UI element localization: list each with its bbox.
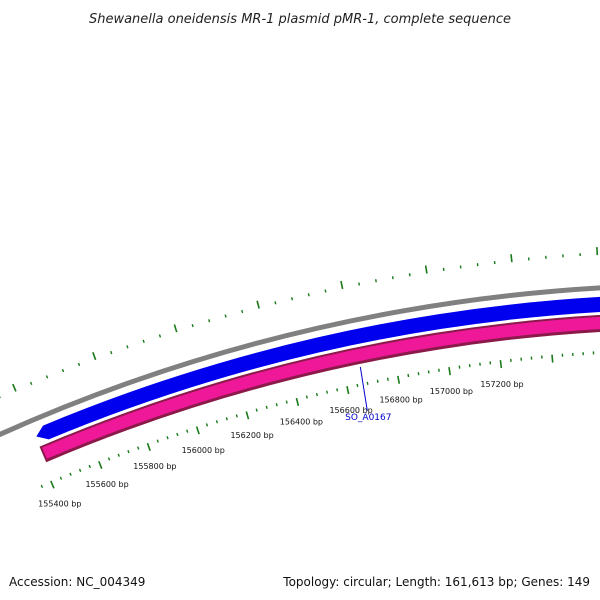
minor-tick xyxy=(386,377,389,381)
reverse-strand-feature[interactable] xyxy=(39,313,600,463)
major-tick xyxy=(397,375,401,384)
minor-tick xyxy=(215,420,218,424)
minor-tick xyxy=(408,273,411,277)
minor-tick xyxy=(324,289,327,293)
minor-tick xyxy=(142,339,145,343)
minor-tick xyxy=(45,375,49,379)
minor-tick xyxy=(69,472,72,476)
outer-tick-ring xyxy=(0,246,599,399)
minor-tick xyxy=(191,324,194,328)
major-tick xyxy=(146,442,151,451)
minor-tick xyxy=(417,372,420,376)
minor-tick xyxy=(366,381,369,385)
minor-tick xyxy=(156,439,159,443)
minor-tick xyxy=(77,362,81,367)
accession-text: Accession: NC_004349 xyxy=(9,575,145,589)
major-tick xyxy=(256,300,260,309)
minor-tick xyxy=(358,282,361,286)
major-tick xyxy=(346,385,350,395)
tick-label: 157000 bp xyxy=(430,387,473,396)
minor-tick xyxy=(117,453,120,457)
inner-tick-ring xyxy=(40,351,595,489)
sequence-backbone xyxy=(0,285,600,438)
tick-label: 156800 bp xyxy=(379,396,422,405)
gene-label-leader-line xyxy=(359,366,368,412)
major-tick xyxy=(195,426,200,435)
minor-tick xyxy=(88,464,91,469)
tick-label: 155800 bp xyxy=(133,462,176,471)
minor-tick xyxy=(176,432,179,437)
minor-tick xyxy=(305,395,308,399)
minor-tick xyxy=(376,379,379,383)
major-tick xyxy=(340,280,344,290)
reverse-strand-inner-edge xyxy=(45,329,600,461)
major-tick xyxy=(12,383,17,392)
tick-label: 157200 bp xyxy=(480,380,523,389)
minor-tick xyxy=(356,383,359,388)
minor-tick xyxy=(127,449,130,454)
minor-tick xyxy=(225,417,228,421)
minor-tick xyxy=(235,414,238,418)
minor-tick xyxy=(326,390,329,394)
major-tick xyxy=(551,354,554,363)
major-tick xyxy=(295,397,300,407)
minor-tick xyxy=(391,276,394,280)
sequence-summary-text: Topology: circular; Length: 161,613 bp; … xyxy=(282,575,590,589)
minor-tick xyxy=(265,405,268,410)
tick-label: 156200 bp xyxy=(230,431,273,440)
minor-tick xyxy=(158,334,162,338)
minor-tick xyxy=(374,279,377,283)
minor-tick xyxy=(166,436,169,440)
minor-tick xyxy=(224,314,227,318)
minor-tick xyxy=(275,403,278,407)
major-tick xyxy=(173,324,178,333)
tick-label: 155400 bp xyxy=(38,499,81,508)
minor-tick xyxy=(137,446,140,450)
major-tick xyxy=(448,367,451,376)
minor-tick xyxy=(274,301,277,305)
minor-tick xyxy=(61,368,65,373)
tick-label: 155600 bp xyxy=(85,480,128,489)
minor-tick xyxy=(208,319,211,323)
forward-strand-feature[interactable] xyxy=(36,294,600,440)
minor-tick xyxy=(407,373,410,378)
minor-tick xyxy=(186,429,189,433)
tick-label: 156400 bp xyxy=(280,418,323,427)
minor-tick xyxy=(291,297,294,301)
minor-tick xyxy=(255,408,258,412)
minor-tick xyxy=(205,423,209,427)
minor-tick xyxy=(29,381,33,386)
tick-label: 156600 bp xyxy=(329,406,372,415)
minor-tick xyxy=(40,484,44,489)
ruler-tick-labels: 155400 bp 155600 bp 155800 bp 156000 bp 1562… xyxy=(38,380,523,508)
minor-tick xyxy=(110,350,113,355)
major-tick xyxy=(499,360,503,369)
minor-tick xyxy=(241,309,244,314)
map-title: Shewanella oneidensis MR-1 plasmid pMR-1… xyxy=(89,12,511,27)
gene-label[interactable]: SO_A0167 xyxy=(345,413,391,423)
major-tick xyxy=(92,352,97,361)
tick-label: 156000 bp xyxy=(182,446,225,455)
minor-tick xyxy=(307,293,310,297)
minor-tick xyxy=(285,400,288,404)
minor-tick xyxy=(107,457,111,461)
major-tick xyxy=(245,411,250,420)
minor-tick xyxy=(126,345,129,349)
major-tick xyxy=(98,460,103,470)
gene-labels: SO_A0167 xyxy=(345,366,391,423)
minor-tick xyxy=(315,392,318,397)
major-tick xyxy=(510,254,513,263)
major-tick xyxy=(424,265,428,274)
major-tick xyxy=(50,480,55,489)
minor-tick xyxy=(59,476,63,480)
minor-tick xyxy=(336,388,339,392)
minor-tick xyxy=(78,468,82,472)
